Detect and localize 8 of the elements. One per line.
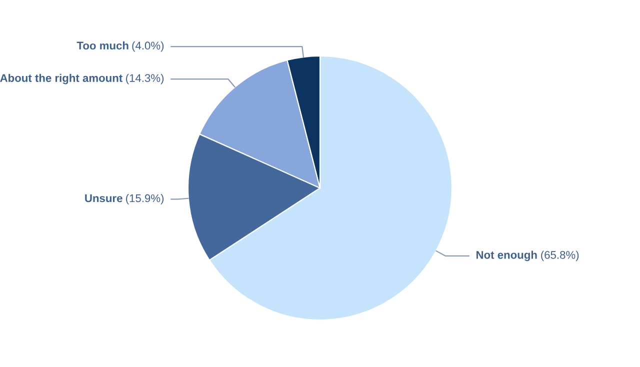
data-label: (14.3%) — [126, 74, 164, 84]
data-label: (15.9%) — [126, 194, 164, 204]
data-label: (65.8%) — [541, 250, 579, 262]
slice-label: Not enough — [476, 250, 537, 262]
slice-label: Too much — [76, 41, 128, 50]
slice-label: About the right amount — [0, 74, 122, 84]
data-label: (4.0%) — [132, 41, 164, 52]
slice-label: Unsure — [85, 194, 122, 202]
